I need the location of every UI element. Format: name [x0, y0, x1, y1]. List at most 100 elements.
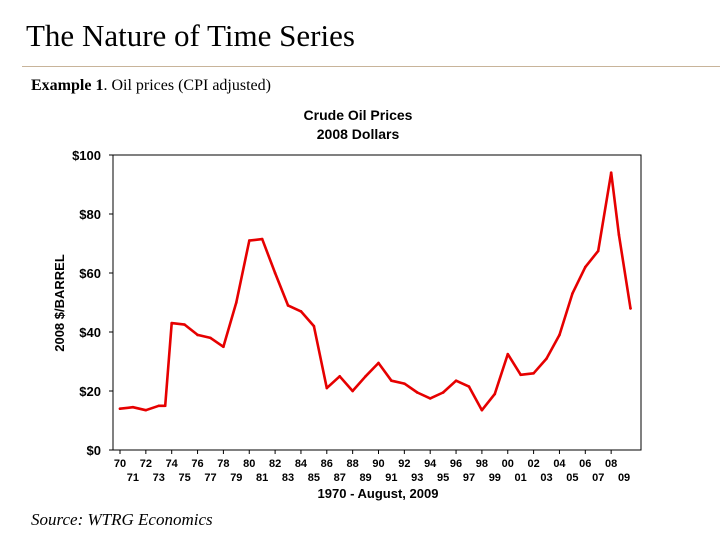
- x-tick-label: 91: [385, 472, 397, 484]
- data-point: [441, 391, 445, 394]
- example-text: . Oil prices (CPI adjusted): [103, 77, 271, 94]
- y-axis: $0 $20 $40 $60 $80 $100: [72, 148, 113, 458]
- x-tick-label: 03: [540, 472, 552, 484]
- x-tick-label: 04: [553, 458, 566, 470]
- data-point: [629, 307, 632, 310]
- x-tick-label: 74: [166, 458, 179, 470]
- data-point: [377, 361, 380, 365]
- x-tick-label: 98: [476, 458, 488, 470]
- data-point: [506, 352, 510, 356]
- x-tick-label: 73: [153, 472, 165, 484]
- x-tick-label: 84: [295, 458, 308, 470]
- data-point: [260, 237, 264, 241]
- data-point: [415, 391, 419, 394]
- data-point: [584, 265, 587, 269]
- data-point: [163, 404, 167, 408]
- data-point: [493, 392, 497, 396]
- data-point: [170, 321, 173, 325]
- x-tick-label: 70: [114, 458, 126, 470]
- data-point: [609, 171, 613, 174]
- x-tick-label: 87: [334, 472, 346, 484]
- x-axis: 70 72 74 76 78 80 82 84 86 88 90 92 94 96 98 00 02 04 06 08…: [114, 450, 630, 484]
- data-point: [454, 379, 458, 382]
- title-divider: [22, 66, 720, 67]
- x-tick-label: 02: [527, 458, 539, 470]
- slide-title: The Nature of Time Series: [26, 18, 355, 53]
- plot-frame: [112, 154, 642, 451]
- x-tick-label: 94: [424, 458, 437, 470]
- data-point: [209, 336, 212, 340]
- y-tick-label: $0: [87, 443, 101, 458]
- x-tick-label: 92: [398, 458, 410, 470]
- data-point: [596, 249, 600, 253]
- data-point: [325, 386, 329, 390]
- x-tick-label: 88: [347, 458, 359, 470]
- data-point: [545, 357, 548, 360]
- data-point: [351, 389, 354, 393]
- data-point: [428, 397, 432, 400]
- x-tick-label: 81: [256, 472, 268, 484]
- data-point: [286, 304, 290, 307]
- x-tick-label: 99: [489, 472, 501, 484]
- x-tick-label: 07: [592, 472, 604, 484]
- x-tick-label: 78: [217, 458, 229, 470]
- x-tick-label: 06: [579, 458, 591, 470]
- data-point: [299, 310, 303, 313]
- x-tick-label: 77: [204, 472, 216, 484]
- data-point: [118, 407, 122, 411]
- data-point: [157, 404, 161, 408]
- data-point: [144, 408, 148, 412]
- x-axis-label: 1970 - August, 2009: [318, 486, 439, 501]
- y-tick-label: $100: [72, 148, 101, 163]
- y-tick-label: $40: [79, 325, 101, 340]
- data-point: [312, 324, 316, 328]
- chart-subtitle: 2008 Dollars: [317, 126, 400, 142]
- data-point: [183, 323, 186, 326]
- data-point: [390, 379, 393, 382]
- data-point: [364, 374, 367, 378]
- series-line: [118, 171, 632, 412]
- chart-title: Crude Oil Prices: [304, 107, 413, 123]
- data-point: [617, 233, 621, 236]
- x-tick-label: 71: [127, 472, 139, 484]
- y-tick-label: $80: [79, 207, 101, 222]
- x-tick-label: 89: [359, 472, 371, 484]
- example-label: Example 1: [31, 77, 104, 94]
- x-tick-label: 72: [140, 458, 152, 470]
- x-tick-label: 93: [411, 472, 423, 484]
- x-tick-label: 80: [243, 458, 255, 470]
- data-point: [131, 405, 135, 409]
- y-tick-label: $20: [79, 384, 101, 399]
- x-tick-label: 05: [566, 472, 578, 484]
- data-point: [196, 333, 199, 337]
- x-tick-label: 00: [502, 458, 514, 470]
- x-tick-label: 01: [515, 472, 527, 484]
- x-tick-label: 09: [618, 472, 630, 484]
- x-tick-label: 90: [372, 458, 384, 470]
- x-tick-label: 76: [191, 458, 203, 470]
- x-tick-label: 97: [463, 472, 475, 484]
- x-tick-label: 82: [269, 458, 281, 470]
- data-point: [558, 333, 561, 337]
- data-point: [222, 345, 225, 349]
- data-point: [519, 373, 522, 377]
- data-point: [338, 374, 342, 378]
- series-group: [118, 171, 632, 412]
- data-point: [571, 292, 574, 295]
- x-tick-label: 85: [308, 472, 320, 484]
- y-axis-label: 2008 $/BARREL: [52, 254, 67, 352]
- source-note: Source: WTRG Economics: [31, 510, 213, 529]
- example-caption: Example 1. Oil prices (CPI adjusted): [31, 77, 271, 95]
- x-tick-label: 83: [282, 472, 294, 484]
- x-tick-label: 96: [450, 458, 462, 470]
- data-point: [235, 301, 238, 304]
- data-point: [480, 408, 484, 412]
- x-tick-label: 86: [321, 458, 333, 470]
- data-point: [403, 382, 406, 385]
- y-tick-label: $60: [79, 266, 101, 281]
- data-point: [273, 271, 277, 275]
- x-tick-label: 08: [605, 458, 617, 470]
- x-tick-label: 95: [437, 472, 449, 484]
- data-point: [532, 372, 535, 375]
